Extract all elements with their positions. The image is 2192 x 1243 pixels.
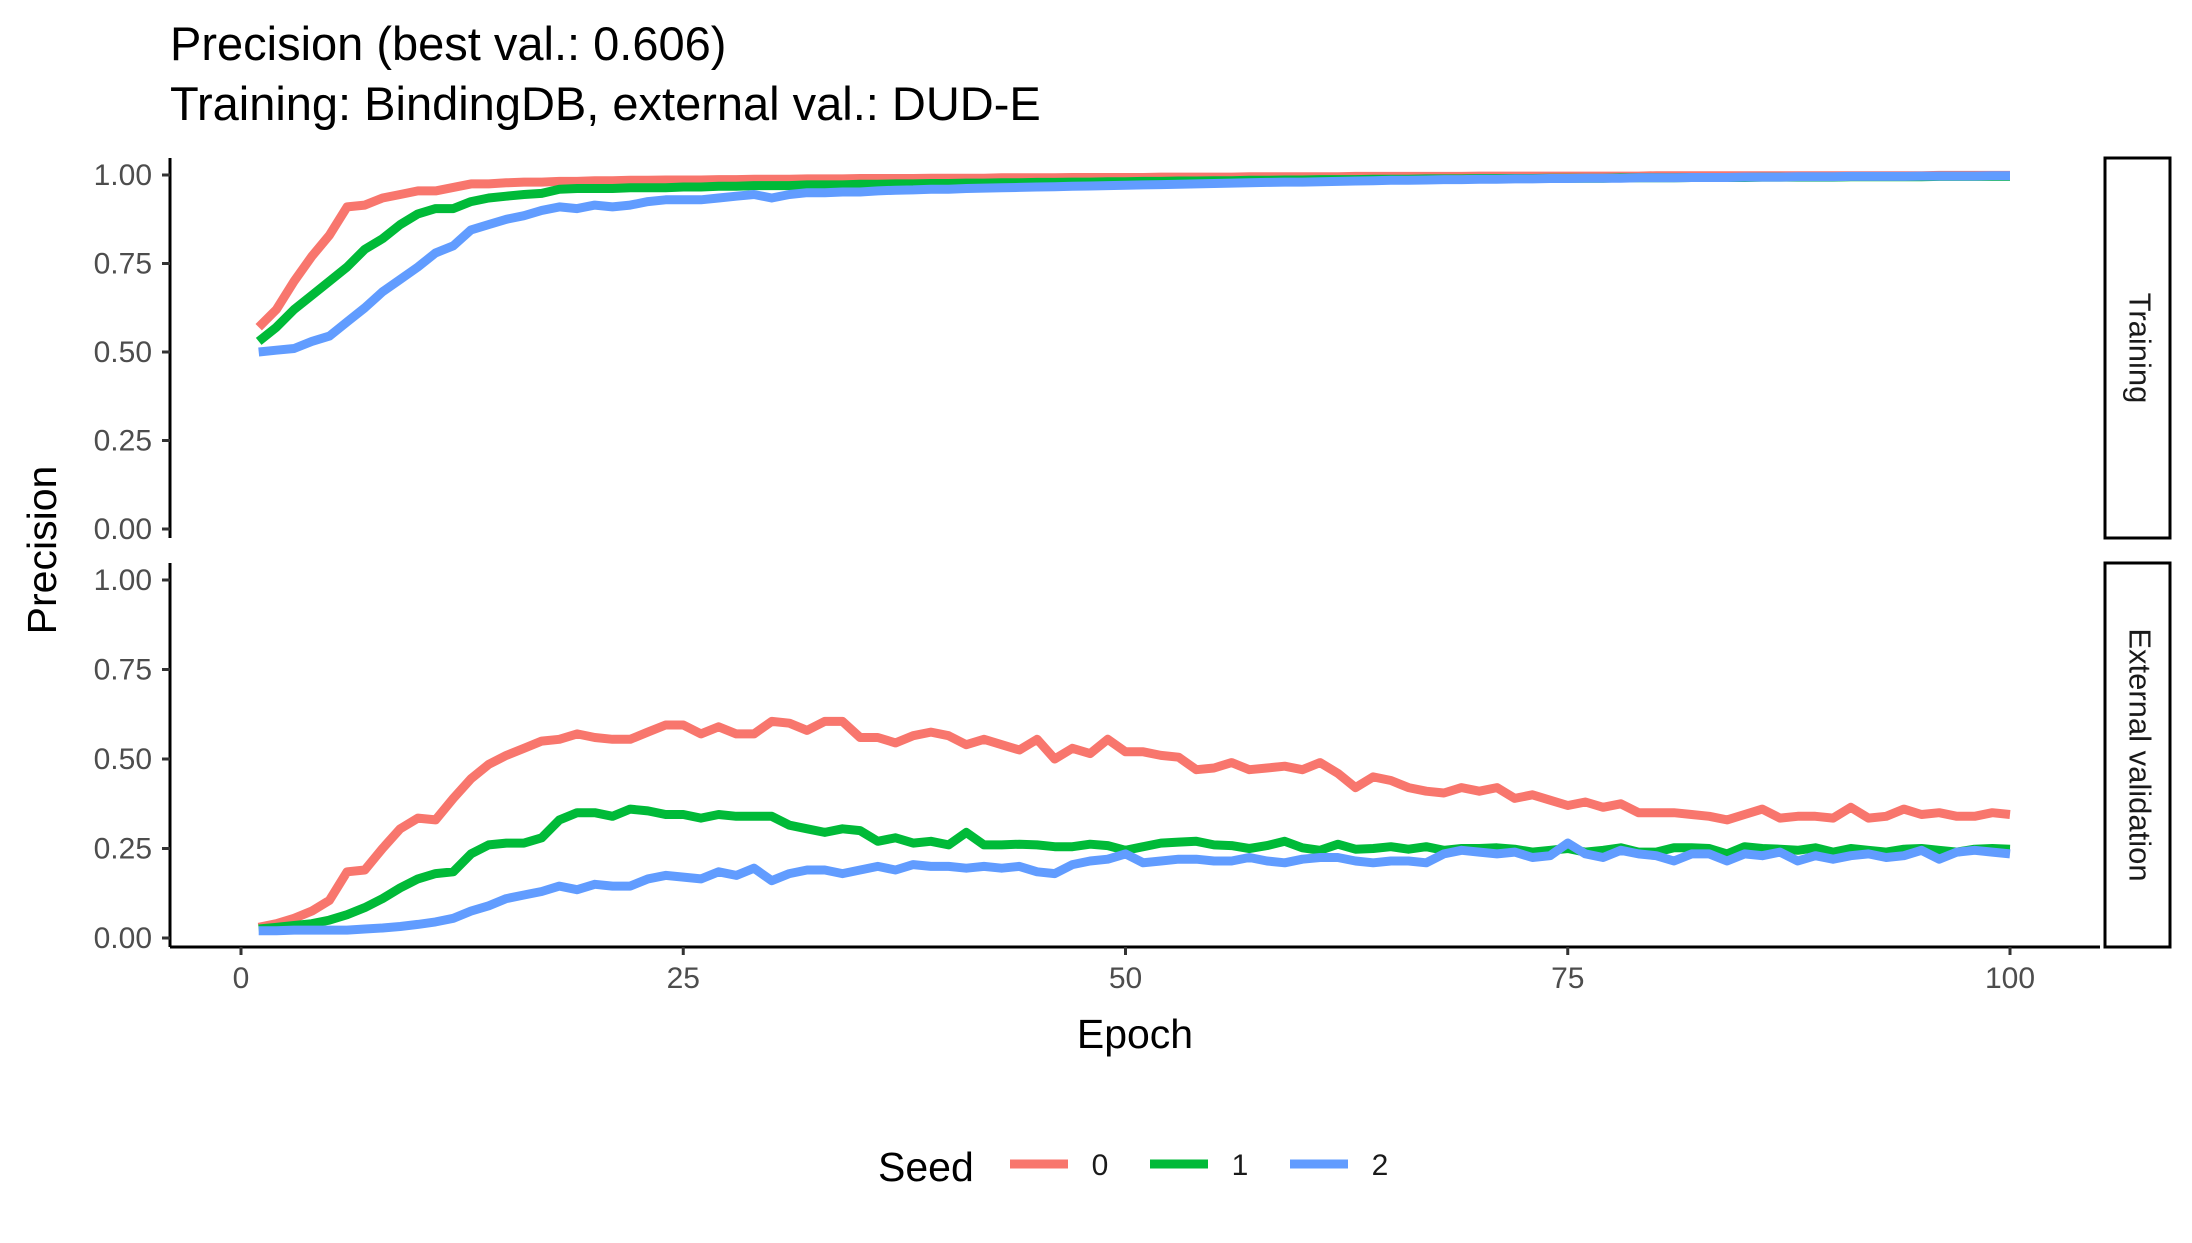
y-tick-label: 0.50	[94, 336, 152, 369]
legend-label-2: 2	[1372, 1149, 1389, 1182]
x-axis-title: Epoch	[1077, 1011, 1193, 1057]
legend-label-1: 1	[1232, 1149, 1249, 1182]
facet-strip-label: External validation	[2122, 628, 2157, 881]
panels: 0.00 0.25 0.50 0.75 1.00 Training 0.00 0.25 0.50…	[94, 156, 2172, 995]
x-tick-label: 75	[1551, 962, 1584, 995]
series-line-1	[258, 804, 2011, 934]
chart-title: Precision (best val.: 0.606)	[170, 17, 726, 70]
panel-0: 0.00 0.25 0.50 0.75 1.00 Training	[94, 156, 2172, 546]
series-line-2	[258, 171, 2010, 357]
series-line-1	[255, 171, 2010, 345]
chart-subtitle: Training: BindingDB, external val.: DUD-…	[170, 77, 1041, 130]
x-tick-label: 50	[1109, 962, 1142, 995]
y-tick-label: 0.25	[94, 425, 152, 458]
y-tick-label: 0.50	[94, 743, 152, 776]
y-tick-label: 0.75	[94, 654, 152, 687]
series-line-2	[258, 838, 2011, 936]
x-tick-label: 0	[233, 962, 250, 995]
panel-1: 0.00 0.25 0.50 0.75 1.00 External validation 0…	[94, 561, 2172, 995]
y-axis-title: Precision	[19, 466, 65, 635]
series-line-0	[257, 716, 2011, 932]
legend: Seed 0 1 2	[878, 1144, 1388, 1190]
facet-strip	[2103, 156, 2172, 540]
y-tick-label: 0.75	[94, 248, 152, 281]
legend-entries: 0 1 2	[1010, 1149, 1388, 1182]
y-tick-label: 0.00	[94, 513, 152, 546]
y-tick-label: 0.25	[94, 833, 152, 866]
legend-label-0: 0	[1092, 1149, 1109, 1182]
x-tick-label: 100	[1985, 962, 2035, 995]
y-tick-label: 1.00	[94, 159, 152, 192]
facet-strip-label: Training	[2122, 293, 2157, 404]
x-tick-label: 25	[667, 962, 700, 995]
facet-strip	[2103, 561, 2172, 949]
y-tick-label: 1.00	[94, 564, 152, 597]
legend-title: Seed	[878, 1144, 974, 1190]
y-tick-label: 0.00	[94, 922, 152, 955]
